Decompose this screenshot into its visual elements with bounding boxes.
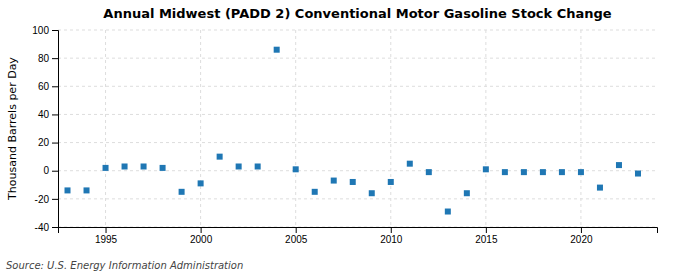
y-tick-label: 100 — [32, 25, 49, 36]
x-grid-line — [580, 30, 581, 227]
x-grid-line — [295, 30, 296, 227]
y-tick: 80 — [38, 53, 58, 64]
x-tick-label: 2015 — [475, 234, 498, 245]
point — [464, 190, 470, 196]
x-tick-mark — [391, 227, 392, 233]
y-tick-label: 0 — [43, 165, 49, 176]
y-tick: 100 — [32, 25, 58, 36]
point — [559, 169, 565, 175]
point — [578, 169, 584, 175]
point — [445, 209, 451, 215]
y-grid-line — [58, 114, 657, 115]
y-grid-line — [58, 142, 657, 143]
y-grid-line — [58, 170, 657, 171]
plot: 1995 2000 2005 2010 2015 2020 -40 -20 0 20 40 60 80 1… — [32, 25, 657, 245]
y-tick: 60 — [38, 81, 58, 92]
point — [540, 169, 546, 175]
point — [331, 178, 337, 184]
chart: 1995 2000 2005 2010 2015 2020 -40 -20 0 20 40 60 80 1… — [0, 0, 675, 275]
x-grid-line — [390, 30, 391, 227]
y-tick-label: -40 — [35, 222, 50, 233]
y-tick-mark — [52, 30, 58, 31]
y-tick-label: 80 — [38, 53, 50, 64]
point — [312, 189, 318, 195]
y-tick: -20 — [35, 194, 58, 205]
y-tick-label: 40 — [38, 109, 50, 120]
y-grid-line — [58, 86, 657, 87]
x-axis-line — [59, 228, 658, 234]
x-tick: 1995 — [95, 227, 118, 245]
point — [369, 190, 375, 196]
y-tick: 0 — [43, 165, 58, 176]
x-tick: 2020 — [570, 227, 593, 245]
point — [65, 187, 71, 193]
y-tick-mark — [52, 227, 58, 228]
point — [426, 169, 432, 175]
point — [388, 179, 394, 185]
x-tick-mark — [581, 227, 582, 233]
points — [65, 47, 641, 215]
y-axis: -40 -20 0 20 40 60 80 100 — [32, 25, 58, 233]
x-axis: 1995 2000 2005 2010 2015 2020 — [59, 227, 658, 245]
point — [502, 169, 508, 175]
x-tick-label: 2005 — [285, 234, 308, 245]
point — [179, 189, 185, 195]
y-axis-line — [52, 31, 59, 228]
point — [141, 163, 147, 169]
point — [521, 169, 527, 175]
y-grid-line — [58, 30, 657, 31]
point — [198, 180, 204, 186]
point — [407, 161, 413, 167]
point — [293, 166, 299, 172]
point — [103, 165, 109, 171]
y-tick-mark — [52, 114, 58, 115]
y-grid-line — [58, 58, 657, 59]
x-tick: 2010 — [380, 227, 403, 245]
x-tick-label: 2000 — [190, 234, 213, 245]
y-tick-mark — [52, 143, 58, 144]
grid — [58, 30, 657, 227]
x-tick: 2015 — [475, 227, 498, 245]
title: Annual Midwest (PADD 2) Conventional Mot… — [103, 6, 612, 21]
point — [483, 166, 489, 172]
point — [122, 163, 128, 169]
y-tick: -40 — [35, 222, 58, 233]
point — [236, 163, 242, 169]
point — [274, 47, 280, 53]
point — [84, 187, 90, 193]
x-tick-label: 2010 — [380, 234, 403, 245]
x-tick: 2000 — [190, 227, 213, 245]
y-tick-mark — [52, 199, 58, 200]
y-axis-title: Thousand Barrels per Day — [6, 57, 19, 201]
x-tick-mark — [296, 227, 297, 233]
y-tick-label: -20 — [35, 194, 50, 205]
x-grid-line — [105, 30, 106, 227]
x-tick: 2005 — [285, 227, 308, 245]
point — [217, 154, 223, 160]
y-tick-mark — [52, 171, 58, 172]
point — [616, 162, 622, 168]
x-tick-label: 2020 — [570, 234, 593, 245]
y-grid-line — [58, 198, 657, 199]
y-tick-label: 60 — [38, 81, 50, 92]
point — [635, 171, 641, 177]
x-tick-label: 1995 — [95, 234, 118, 245]
y-tick: 40 — [38, 109, 58, 120]
y-tick-mark — [52, 86, 58, 87]
x-tick-mark — [486, 227, 487, 233]
x-tick-mark — [201, 227, 202, 233]
x-tick-mark — [106, 227, 107, 233]
x-grid-line — [200, 30, 201, 227]
point — [255, 163, 261, 169]
y-tick-mark — [52, 58, 58, 59]
y-tick: 20 — [38, 137, 58, 148]
point — [160, 165, 166, 171]
source-note: Source: U.S. Energy Information Administ… — [6, 260, 243, 271]
point — [597, 185, 603, 191]
point — [350, 179, 356, 185]
y-tick-label: 20 — [38, 137, 50, 148]
x-grid-line — [485, 30, 486, 227]
